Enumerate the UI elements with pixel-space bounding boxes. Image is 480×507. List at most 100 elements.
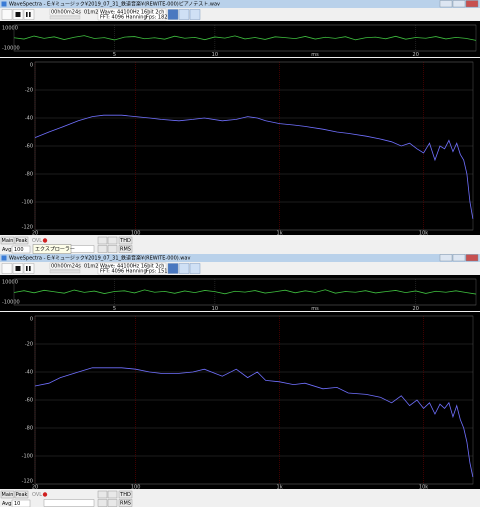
y-tick-label: 0 xyxy=(30,317,33,323)
y-tick-label: -120 xyxy=(22,225,33,231)
avg-select[interactable] xyxy=(11,499,31,507)
nav2-right[interactable] xyxy=(107,245,118,253)
plot-frame xyxy=(34,315,474,485)
y-tick-label: -40 xyxy=(25,370,33,376)
seek-bar[interactable] xyxy=(49,269,81,274)
avg-select[interactable] xyxy=(11,245,31,254)
pause-icon-a xyxy=(26,266,28,271)
title-bar xyxy=(0,0,480,8)
button[interactable] xyxy=(14,236,29,245)
window-title: WaveSpectra - E:¥ミュージック¥2019_07_31_鉄道音楽¥… xyxy=(9,1,220,8)
view-button[interactable] xyxy=(178,9,190,20)
open-button[interactable] xyxy=(1,263,13,274)
nav-right[interactable] xyxy=(107,490,118,499)
app-icon xyxy=(1,1,7,7)
tool-button[interactable] xyxy=(189,263,201,274)
tooltip-text: エクスプローラー xyxy=(35,247,75,253)
plot-frame xyxy=(13,278,477,306)
y-tick-label: -40 xyxy=(25,116,33,122)
button-label: Peak xyxy=(16,492,28,498)
time: 00h00m24s xyxy=(51,264,81,270)
fps: Fps: 151 xyxy=(146,268,167,274)
x-tick-label: 1k xyxy=(277,231,283,237)
tooltip xyxy=(32,244,72,254)
y-tick-label: -80 xyxy=(25,426,33,432)
button-label: THD xyxy=(119,492,131,498)
ovl-indicator xyxy=(42,238,48,243)
open-button[interactable] xyxy=(1,9,13,20)
pause-icon-b xyxy=(29,266,31,271)
stop-icon xyxy=(15,12,21,17)
y-tick-label: -120 xyxy=(22,479,33,485)
button[interactable] xyxy=(118,245,133,253)
x-tick-label: 20 xyxy=(413,52,419,58)
close-button[interactable] xyxy=(465,254,479,262)
y-tick-label: -80 xyxy=(25,172,33,178)
nav2-right[interactable] xyxy=(107,499,118,507)
info-line: FFT: 4096 Hanning xyxy=(100,14,147,20)
nav2-left[interactable] xyxy=(97,245,108,253)
y-tick-label: -10000 xyxy=(2,46,20,52)
x-tick-label: 1k xyxy=(277,485,283,491)
button[interactable] xyxy=(118,490,133,499)
settings-button[interactable] xyxy=(167,9,179,20)
button-label: Peak xyxy=(16,238,28,244)
avg-label: Avg: xyxy=(2,247,13,253)
maximize-button[interactable] xyxy=(452,0,466,8)
ovl-indicator xyxy=(42,492,48,497)
info-box xyxy=(97,8,167,21)
nav2-left[interactable] xyxy=(97,499,108,507)
button-label: THD xyxy=(119,238,131,244)
ovl-label: OVL xyxy=(32,492,42,498)
maximize-button[interactable] xyxy=(452,254,466,262)
button[interactable] xyxy=(14,490,29,499)
y-tick-label: 10000 xyxy=(2,280,18,286)
avg-value: 10 xyxy=(14,501,20,507)
settings-button[interactable] xyxy=(167,263,179,274)
y-tick-label: -60 xyxy=(25,398,33,404)
button-label: RMS xyxy=(120,247,131,253)
close-button[interactable] xyxy=(465,0,479,8)
y-tick-label: -20 xyxy=(25,88,33,94)
app-icon xyxy=(1,255,7,261)
view-button[interactable] xyxy=(178,263,190,274)
button[interactable] xyxy=(118,236,133,245)
tool-button[interactable] xyxy=(189,9,201,20)
button[interactable] xyxy=(0,490,15,499)
nav-left[interactable] xyxy=(97,236,108,245)
nav-left[interactable] xyxy=(97,490,108,499)
nav-right[interactable] xyxy=(107,236,118,245)
x-tick-label: 5 xyxy=(113,52,116,58)
avg-value: 100 xyxy=(14,247,24,253)
minimize-button[interactable] xyxy=(439,0,453,8)
elapsed: 01m24s xyxy=(84,264,105,270)
ovl-label: OVL xyxy=(32,238,42,244)
y-tick-label: -20 xyxy=(25,342,33,348)
avg-label: Avg: xyxy=(2,501,13,507)
minimize-button[interactable] xyxy=(439,254,453,262)
stop-icon xyxy=(15,266,21,271)
seek-bar[interactable] xyxy=(49,15,81,20)
y-tick-label: 10000 xyxy=(2,26,18,32)
button[interactable] xyxy=(0,236,15,245)
y-tick-label: 0 xyxy=(30,63,33,69)
x-tick-label: 5 xyxy=(113,306,116,312)
input-box[interactable] xyxy=(43,499,95,507)
window-title: WaveSpectra - E:¥ミュージック¥2019_07_31_鉄道音楽¥… xyxy=(9,255,190,262)
wave-panel xyxy=(0,275,480,311)
x-tick-label: 100 xyxy=(131,485,141,491)
y-tick-label: -10000 xyxy=(2,300,20,306)
spectrum-panel xyxy=(0,312,480,489)
x-tick-label: 10k xyxy=(419,485,428,491)
data-line xyxy=(13,35,477,41)
x-tick-label: 100 xyxy=(131,231,141,237)
x-tick-label: 20 xyxy=(32,485,38,491)
x-axis-label: ms xyxy=(311,306,319,312)
x-tick-label: 20 xyxy=(32,231,38,237)
data-line xyxy=(34,367,474,478)
pause-icon-b xyxy=(29,12,31,17)
time-box xyxy=(49,8,81,16)
plot-frame xyxy=(34,61,474,231)
